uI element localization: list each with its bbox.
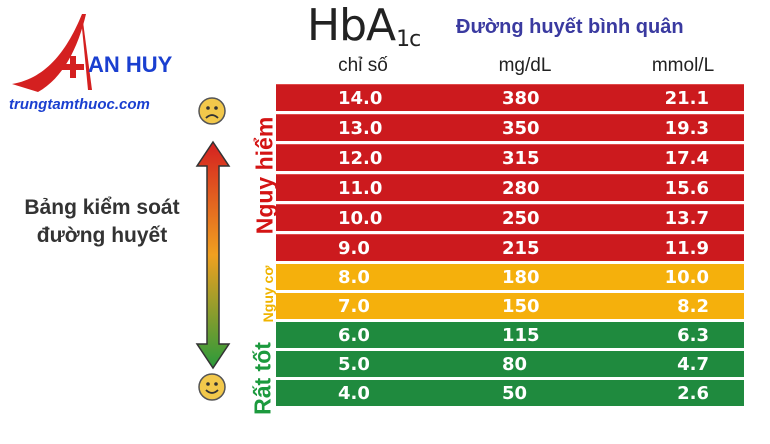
cell-hba1c: 9.0 [338,238,370,259]
cell-hba1c: 14.0 [338,88,383,109]
chart-label: Bảng kiểm soát đường huyết [2,194,202,250]
cell-hba1c: 10.0 [338,208,383,229]
cell-hba1c: 13.0 [338,118,383,139]
cell-hba1c: 7.0 [338,296,370,317]
column-header-mmol: mmol/L [651,55,715,76]
cell-mgdl: 380 [502,88,540,109]
table-row: 11.0 280 15.6 [276,174,744,201]
cell-mmol: 8.2 [677,296,709,317]
hba1c-title-sub: 1c [396,27,421,52]
site-url: trungtamthuoc.com [9,96,150,113]
side-label-good: Rất tốt [249,342,276,415]
table-row: 6.0 115 6.3 [276,322,744,348]
hba1c-title-main: HbA [307,0,396,51]
cell-mgdl: 115 [502,325,540,346]
side-label-danger: Nguy hiểm [251,116,278,235]
cell-hba1c: 8.0 [338,267,370,288]
cell-hba1c: 6.0 [338,325,370,346]
side-label-risk: Nguy cơ [260,265,276,323]
hba1c-title: HbA1c [307,0,421,52]
cell-mgdl: 280 [502,178,540,199]
average-glucose-title: Đường huyết bình quân [456,16,684,38]
table-row: 8.0 180 10.0 [276,264,744,290]
table-row: 9.0 215 11.9 [276,234,744,261]
cell-hba1c: 4.0 [338,383,370,404]
table-row: 5.0 80 4.7 [276,351,744,377]
cell-mgdl: 215 [502,238,540,259]
cell-mmol: 21.1 [664,88,709,109]
chart-label-line1: Bảng kiểm soát [24,196,180,219]
cell-mgdl: 50 [502,383,528,404]
cell-mmol: 6.3 [677,325,709,346]
cell-mmol: 10.0 [664,267,709,288]
cell-hba1c: 12.0 [338,148,383,169]
cell-mgdl: 80 [502,354,528,375]
column-header-mgdl: mg/dL [498,55,552,76]
cell-mmol: 15.6 [664,178,709,199]
cell-mmol: 4.7 [677,354,709,375]
table-row: 10.0 250 13.7 [276,204,744,231]
cell-mgdl: 350 [502,118,540,139]
cell-mgdl: 315 [502,148,540,169]
chart-label-line2: đường huyết [36,224,168,247]
column-header-index: chỉ số [338,55,388,76]
glucose-table: 14.0 380 21.1 13.0 350 19.3 12.0 315 17.4 11.0 280… [276,84,744,409]
logo: AN HUY [12,14,173,92]
table-row: 7.0 150 8.2 [276,293,744,319]
logo-brand: AN HUY [88,52,173,77]
table-row: 14.0 380 21.1 [276,84,744,111]
cell-mmol: 2.6 [677,383,709,404]
cell-mmol: 17.4 [664,148,709,169]
cell-mmol: 11.9 [664,238,709,259]
cell-hba1c: 5.0 [338,354,370,375]
table-row: 12.0 315 17.4 [276,144,744,171]
cell-hba1c: 11.0 [338,178,383,199]
table-row: 13.0 350 19.3 [276,114,744,141]
cell-mmol: 19.3 [664,118,709,139]
cell-mgdl: 150 [502,296,540,317]
happy-face-icon [198,373,226,401]
cell-mmol: 13.7 [664,208,709,229]
table-row: 4.0 50 2.6 [276,380,744,406]
cell-mgdl: 180 [502,267,540,288]
double-arrow-icon [195,140,231,370]
cell-mgdl: 250 [502,208,540,229]
sad-face-icon [198,97,226,125]
